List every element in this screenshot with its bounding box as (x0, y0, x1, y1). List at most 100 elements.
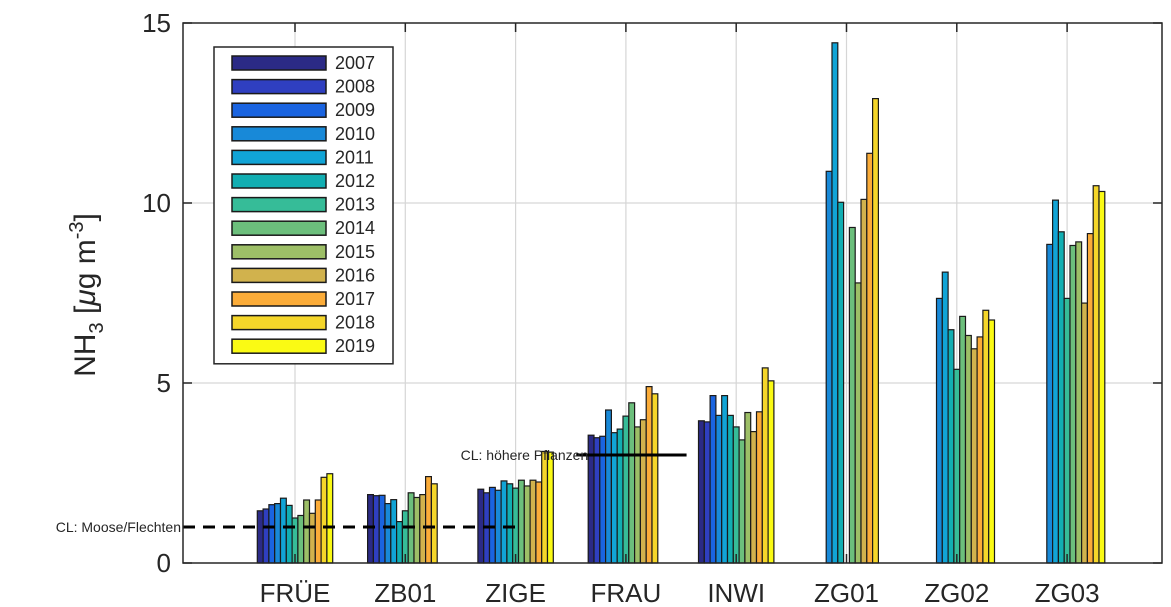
y-tick-label: 10 (142, 188, 171, 218)
bar (535, 481, 543, 564)
bar (308, 512, 316, 564)
bar (988, 319, 996, 564)
bar (628, 402, 636, 564)
legend-label: 2016 (335, 265, 375, 285)
legend-label: 2018 (335, 313, 375, 333)
bar (848, 226, 856, 564)
bar (871, 97, 879, 564)
bar (767, 380, 775, 564)
bar (825, 170, 833, 564)
bar (326, 473, 334, 564)
bar (285, 504, 293, 564)
bar (1046, 243, 1054, 564)
bar (976, 336, 984, 564)
bar (262, 508, 270, 564)
legend-swatch (231, 149, 327, 166)
bar (320, 476, 328, 564)
bar (1057, 231, 1065, 564)
legend-label: 2013 (335, 195, 375, 215)
bar (256, 510, 264, 564)
bar (506, 483, 514, 564)
bar (947, 329, 955, 564)
bar (523, 485, 531, 564)
bar (697, 420, 705, 564)
bar (633, 426, 641, 564)
x-tick-label: ZG01 (814, 578, 879, 607)
y-axis-label-superscript: -3 (66, 221, 88, 239)
bar (529, 479, 537, 564)
bar (500, 480, 508, 564)
bar (831, 42, 839, 564)
bar (639, 419, 647, 564)
y-tick-label: 5 (157, 368, 171, 398)
bar (651, 393, 659, 564)
bar (953, 368, 961, 564)
bar (274, 503, 282, 564)
bar (959, 315, 967, 564)
legend-label: 2019 (335, 336, 375, 356)
bar (709, 395, 717, 564)
bar (645, 386, 653, 564)
bar (964, 334, 972, 564)
bar (546, 451, 554, 564)
legend: 2007 2008 2009 2010 2011 2012 2013 2014 2015 2016… (213, 46, 394, 365)
bar (488, 486, 496, 564)
y-axis-label-unit-suffix: ] (69, 213, 102, 221)
bar (616, 428, 624, 564)
bar (541, 450, 549, 564)
bar (1086, 233, 1094, 564)
bar (314, 499, 322, 564)
reference-lines: CL: Moose/Flechten CL: höhere Pflanzen (56, 447, 687, 535)
bar (372, 495, 380, 564)
legend-label: 2015 (335, 242, 375, 262)
y-tick-label: 0 (157, 548, 171, 578)
bar (517, 479, 525, 564)
bar (1051, 199, 1059, 564)
bar (761, 367, 769, 564)
bar (1069, 244, 1077, 564)
bar (935, 297, 943, 564)
bar (604, 409, 612, 564)
legend-label: 2007 (335, 53, 375, 73)
y-axis-label: NH3 [μg m-3] (66, 213, 108, 377)
legend-swatch (231, 338, 327, 354)
bar (1075, 241, 1083, 564)
bar (593, 437, 601, 564)
bar (430, 483, 438, 564)
bar (425, 476, 433, 564)
legend-swatch (231, 78, 327, 95)
legend-swatch (231, 55, 327, 71)
legend-label: 2008 (335, 77, 375, 97)
legend-swatch (231, 291, 327, 307)
x-tick-label: FRÜE (260, 578, 331, 607)
bar (744, 411, 752, 564)
y-axis-label-unit-prefix: [ (69, 305, 102, 322)
y-axis-label-subscript: 3 (86, 322, 108, 333)
x-tick-label: ZG02 (924, 578, 989, 607)
legend-label: 2010 (335, 124, 375, 144)
bar (622, 415, 630, 564)
bar (703, 421, 711, 564)
bar (755, 411, 763, 564)
bar (477, 488, 485, 564)
bar (1080, 302, 1088, 564)
bar (419, 494, 427, 564)
bar (279, 497, 287, 564)
legend-swatch (231, 220, 327, 236)
bar (413, 496, 421, 564)
bar (941, 271, 949, 564)
legend-label: 2012 (335, 171, 375, 191)
bar (268, 504, 276, 564)
bar (732, 426, 740, 564)
bar (384, 503, 392, 564)
x-tick-label: ZG03 (1035, 578, 1100, 607)
bar (854, 282, 862, 564)
bar (390, 499, 398, 564)
legend-label: 2009 (335, 100, 375, 120)
y-tick-label: 15 (142, 8, 171, 38)
bar (494, 489, 502, 564)
axis-ticks: 0 5 10 15 FRÜE ZB01 ZIGE FRAU INWI ZG01 ZG02 ZG03 (142, 8, 1162, 607)
legend-swatch (231, 196, 327, 213)
bar (860, 198, 868, 564)
